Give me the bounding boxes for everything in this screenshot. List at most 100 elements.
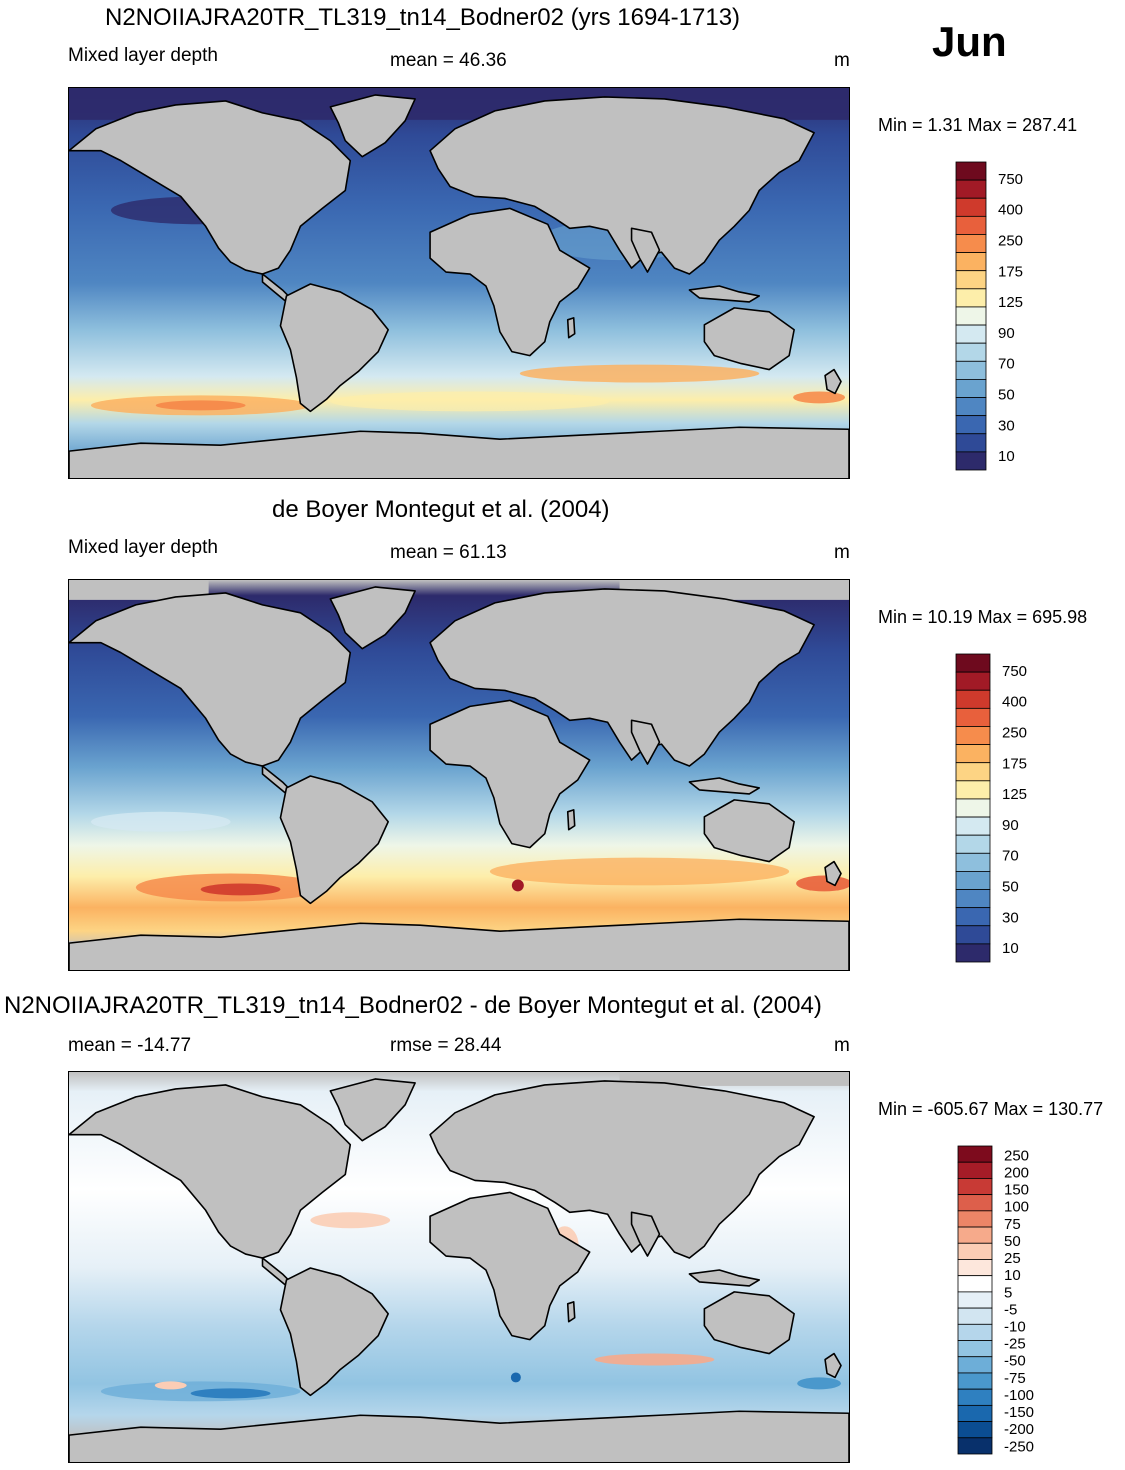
panel-3-colorbar-svg: 250200150100755025105-5-10-25-50-75-100-…	[957, 1145, 1034, 1455]
panel-1-minmax: Min = 1.31 Max = 287.41	[878, 115, 1078, 135]
colorbar-swatch	[955, 707, 991, 727]
colorbar-swatch	[957, 1194, 993, 1212]
colorbar-label: 10	[1004, 1267, 1021, 1284]
panel-2-map-svg	[69, 580, 849, 970]
colorbar-swatch	[957, 1404, 993, 1422]
colorbar-swatch	[955, 197, 987, 217]
colorbar-swatch	[955, 726, 991, 745]
colorbar-label: 100	[1004, 1199, 1029, 1216]
colorbar-swatch	[957, 1372, 993, 1390]
colorbar-swatch	[955, 671, 991, 691]
panel-2-minmax: Min = 10.19 Max = 695.98	[878, 607, 1088, 627]
colorbar-swatch	[957, 1388, 993, 1406]
panel-3-map	[68, 1071, 850, 1463]
colorbar-label: 50	[998, 387, 1015, 404]
colorbar-label: 75	[1004, 1216, 1021, 1233]
panel-3-mean-label: mean = -14.77	[68, 1035, 192, 1056]
colorbar-swatch	[957, 1161, 993, 1179]
colorbar-label: 150	[1004, 1182, 1029, 1199]
colorbar-label: 10	[1002, 940, 1019, 957]
colorbar-label: 750	[1002, 663, 1027, 680]
colorbar-label: 5	[1004, 1284, 1012, 1301]
colorbar-swatch	[957, 1437, 993, 1455]
colorbar-label: 400	[1002, 694, 1027, 711]
colorbar-label: 125	[1002, 786, 1027, 803]
colorbar-swatch	[955, 234, 987, 253]
colorbar-swatch	[955, 744, 991, 764]
panel-1-units: m	[834, 50, 850, 71]
colorbar-swatch	[955, 415, 987, 435]
colorbar-label: 10	[998, 448, 1015, 465]
colorbar-swatch	[957, 1145, 993, 1163]
colorbar-label: -150	[1004, 1404, 1034, 1421]
panel-3-rmse-label: rmse = 28.44	[390, 1035, 502, 1056]
panel-2-left-label: Mixed layer depth	[68, 537, 218, 558]
colorbar-swatch	[957, 1242, 993, 1260]
colorbar-label: 200	[1004, 1165, 1029, 1182]
colorbar-swatch	[955, 433, 987, 453]
panel-1-colorbar-svg: 750 400 250 175 125 90 70 50 30 10	[955, 161, 1023, 471]
colorbar-label: -10	[1004, 1319, 1026, 1336]
panel-1-title: N2NOIIAJRA20TR_TL319_tn14_Bodner02 (yrs …	[105, 4, 741, 31]
panel-3-minmax: Min = -605.67 Max = 130.77	[878, 1099, 1104, 1119]
colorbar-swatch	[955, 943, 991, 963]
colorbar-label: 30	[998, 417, 1015, 434]
colorbar-swatch	[957, 1340, 993, 1358]
panel-2-units: m	[834, 542, 850, 563]
colorbar-label: -200	[1004, 1421, 1034, 1438]
panel-2-colorbar: 750 400 250 175 125 90 70 50 30 10	[955, 653, 1076, 969]
panel-3-map-svg	[69, 1072, 849, 1462]
colorbar-label: 25	[1004, 1250, 1021, 1267]
panel-1-map-svg	[69, 88, 849, 478]
colorbar-swatch	[955, 179, 987, 199]
colorbar-label: 125	[998, 294, 1023, 311]
panel-3-units: m	[834, 1035, 850, 1056]
colorbar-label: -50	[1004, 1353, 1026, 1370]
colorbar-label: 750	[998, 171, 1023, 188]
colorbar-swatch	[957, 1178, 993, 1196]
colorbar-swatch	[955, 161, 987, 181]
colorbar-label: 175	[998, 263, 1023, 280]
colorbar-swatch	[955, 798, 991, 818]
panel-2-map	[68, 579, 850, 971]
panel-1-mean-label: mean = 46.36	[390, 50, 507, 71]
colorbar-label: 250	[998, 233, 1023, 250]
panel-2-mean-label: mean = 61.13	[390, 542, 507, 563]
panel-2-title: de Boyer Montegut et al. (2004)	[272, 496, 610, 523]
colorbar-swatch	[955, 780, 991, 800]
colorbar-swatch	[957, 1356, 993, 1374]
colorbar-swatch	[957, 1226, 993, 1244]
colorbar-swatch	[955, 379, 987, 398]
colorbar-label: -100	[1004, 1387, 1034, 1404]
colorbar-label: 30	[1002, 909, 1019, 926]
colorbar-swatch	[955, 762, 991, 782]
colorbar-swatch	[957, 1259, 993, 1277]
colorbar-label: 50	[1004, 1233, 1021, 1250]
colorbar-swatch	[955, 653, 991, 673]
colorbar-label: 250	[1004, 1147, 1029, 1164]
colorbar-swatch	[955, 925, 991, 945]
colorbar-swatch	[955, 270, 987, 290]
colorbar-label: 90	[1002, 817, 1019, 834]
colorbar-swatch	[957, 1307, 993, 1325]
colorbar-label: 50	[1002, 879, 1019, 896]
colorbar-swatch	[957, 1210, 993, 1228]
colorbar-swatch	[955, 306, 987, 326]
panel-3-colorbar: 250 200 150 100 75 50 25 10 5 -5 -10 -25 -50 -75 -100-…	[957, 1145, 1078, 1461]
colorbar-swatch	[955, 852, 991, 872]
colorbar-swatch	[957, 1323, 993, 1341]
colorbar-swatch	[955, 451, 987, 471]
panel-1-left-label: Mixed layer depth	[68, 45, 218, 66]
colorbar-swatch	[955, 342, 987, 362]
colorbar-swatch	[955, 871, 991, 890]
colorbar-swatch	[957, 1275, 993, 1293]
panel-2-colorbar-svg: 750 400 250 175 125 90 70 50 30 10	[955, 653, 1027, 963]
panel-3-title: N2NOIIAJRA20TR_TL319_tn14_Bodner02 - de …	[4, 992, 822, 1019]
colorbar-swatch	[955, 360, 987, 380]
colorbar-label: 70	[1002, 848, 1019, 865]
colorbar-label: -75	[1004, 1370, 1026, 1387]
colorbar-label: 250	[1002, 725, 1027, 742]
colorbar-swatch	[955, 834, 991, 854]
colorbar-label: 175	[1002, 755, 1027, 772]
colorbar-label: -5	[1004, 1301, 1017, 1318]
